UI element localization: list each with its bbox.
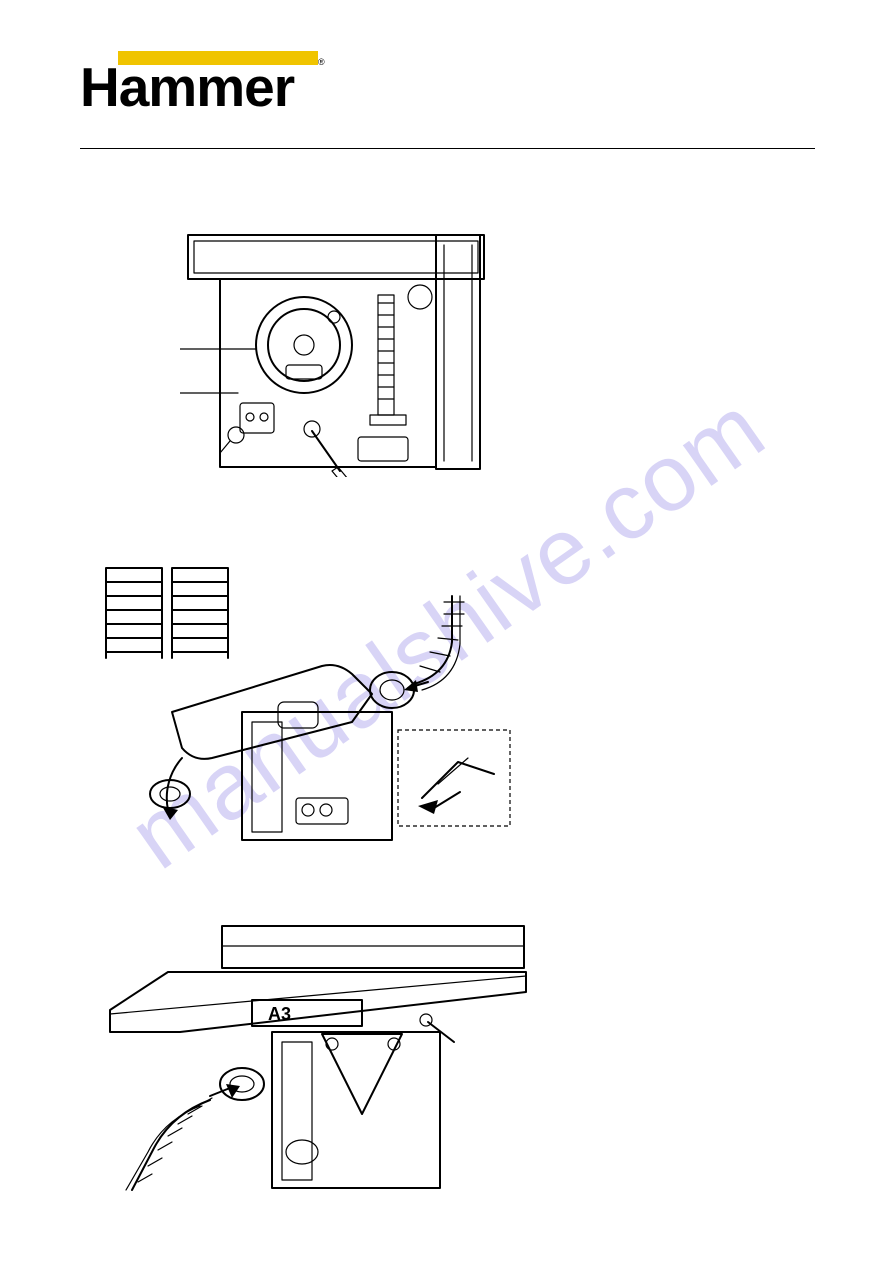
model-label: A3 <box>268 1004 291 1024</box>
brand-wordmark: Hammer <box>80 56 295 115</box>
header-rule <box>80 148 815 149</box>
figure-3: A3 <box>102 914 532 1194</box>
page: Hammer ® manualshive.com <box>0 0 893 1263</box>
registered-mark: ® <box>318 57 325 67</box>
figure-2 <box>102 562 516 846</box>
figure-1 <box>180 225 492 477</box>
brand-logo: Hammer ® <box>80 51 330 115</box>
hammer-logo-svg: Hammer ® <box>80 51 330 115</box>
